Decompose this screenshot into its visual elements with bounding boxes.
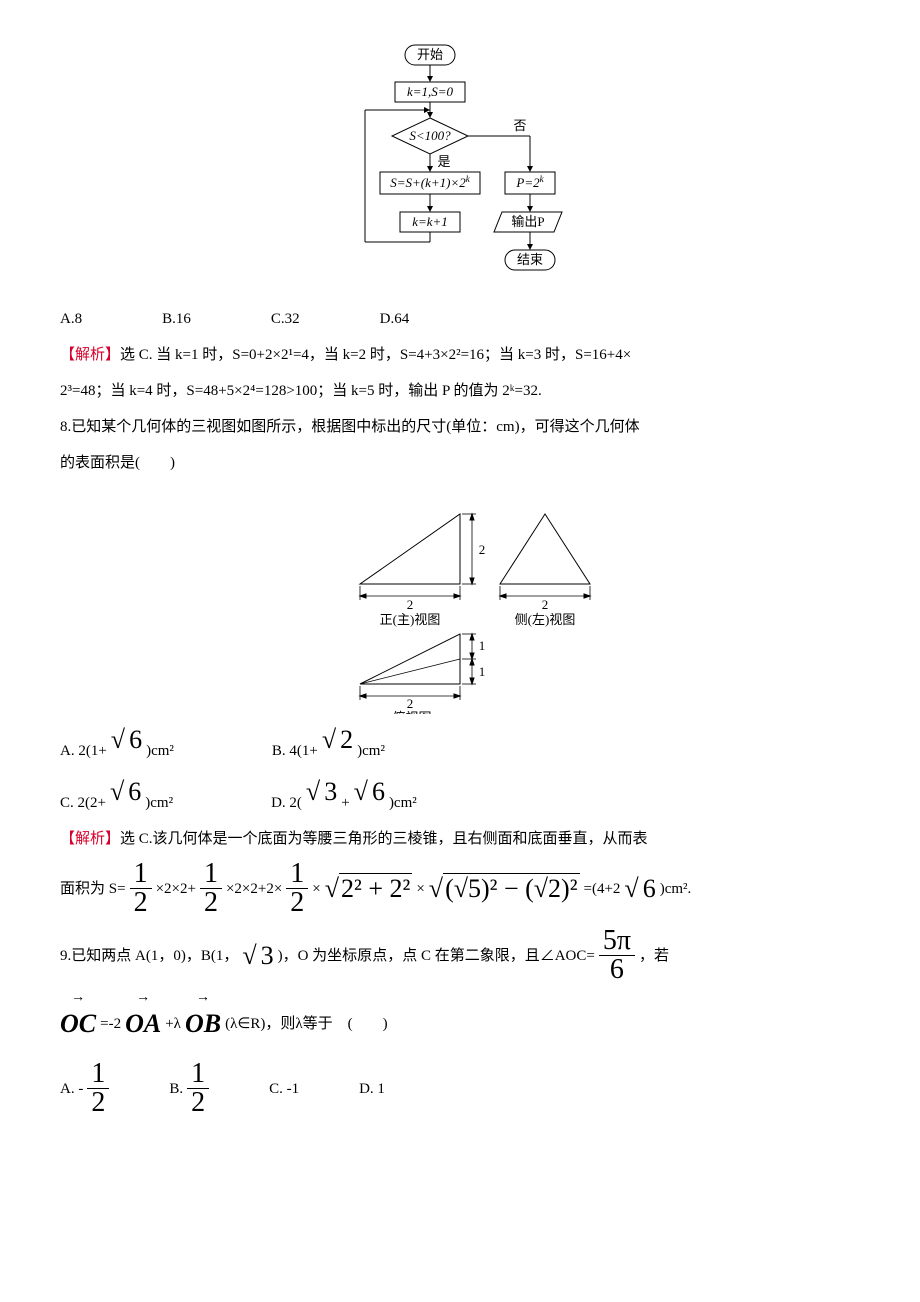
fc-start: 开始	[417, 47, 443, 62]
fc-init: k=1,S=0	[407, 84, 454, 99]
q9-optD: D. 1	[359, 1074, 385, 1104]
front-label: 正(主)视图	[380, 612, 441, 627]
q9-options: A. - 12 B. 12 C. -1 D. 1	[60, 1060, 860, 1117]
fc-body2: k=k+1	[412, 214, 448, 229]
top-label: 俯视图	[392, 710, 431, 714]
fc-body1: S=S+(k+1)×2	[390, 175, 466, 190]
svg-text:2: 2	[407, 597, 414, 612]
q7-optC: C.32	[271, 304, 300, 334]
q9-optC: C. -1	[269, 1074, 299, 1104]
fc-end: 结束	[517, 252, 543, 267]
q7-analysis: 【解析】选 C. 当 k=1 时，S=0+2×2¹=4，当 k=2 时，S=4+…	[60, 340, 860, 370]
svg-text:2: 2	[407, 696, 414, 711]
q9-eq: OC =-2 OA +λ OB (λ∈R)，则λ等于 ( )	[60, 998, 860, 1050]
svg-text:1: 1	[479, 664, 486, 679]
vec-ob: OB	[185, 998, 221, 1050]
q8-opts-row1: A. 2(1+√6)cm² B. 4(1+√2)cm²	[60, 714, 860, 766]
q9-stem: 9.已知两点 A(1，0)，B(1，√3)，O 为坐标原点，点 C 在第二象限，…	[60, 927, 860, 984]
flowchart-svg: 开始 k=1,S=0 S<100? 是 否 S=S+(k+1)×2k k=k+1	[310, 40, 610, 300]
q7-optB: B.16	[162, 304, 191, 334]
q7-optD: D.64	[380, 304, 410, 334]
q7-optA: A.8	[60, 304, 82, 334]
svg-text:S=S+(k+1)×2k: S=S+(k+1)×2k	[390, 174, 471, 190]
fc-output: 输出P	[511, 214, 544, 229]
three-views: 2 2 2 正(主)视图 侧(左)视图 2 1 1 俯视图	[60, 484, 860, 714]
q7-options: A.8 B.16 C.32 D.64	[60, 304, 860, 334]
fc-cond: S<100?	[409, 128, 451, 143]
fc-no: 否	[513, 118, 526, 133]
svg-text:2: 2	[542, 597, 549, 612]
q8-area: 面积为 S= 12 ×2×2+ 12 ×2×2+2× 12 × √2² + 2²…	[60, 860, 860, 917]
svg-text:2: 2	[479, 542, 486, 557]
vec-oa: OA	[125, 998, 161, 1050]
q8-analysis: 【解析】选 C.该几何体是一个底面为等腰三角形的三棱锥，且右侧面和底面垂直，从而…	[60, 824, 860, 854]
flowchart-figure: 开始 k=1,S=0 S<100? 是 否 S=S+(k+1)×2k k=k+1	[60, 40, 860, 300]
views-svg: 2 2 2 正(主)视图 侧(左)视图 2 1 1 俯视图	[300, 484, 620, 714]
q8-stem2: 的表面积是( )	[60, 448, 860, 478]
vec-oc: OC	[60, 998, 96, 1050]
q8-opts-row2: C. 2(2+√6)cm² D. 2(√3+√6)cm²	[60, 766, 860, 818]
side-label: 侧(左)视图	[515, 612, 576, 627]
analysis-label: 【解析】	[60, 347, 120, 363]
svg-text:1: 1	[479, 638, 486, 653]
q7-analysis-line2: 2³=48；当 k=4 时，S=48+5×2⁴=128>100；当 k=5 时，…	[60, 376, 860, 406]
fc-yes: 是	[437, 154, 450, 169]
q8-stem1: 8.已知某个几何体的三视图如图所示，根据图中标出的尺寸(单位：cm)，可得这个几…	[60, 412, 860, 442]
